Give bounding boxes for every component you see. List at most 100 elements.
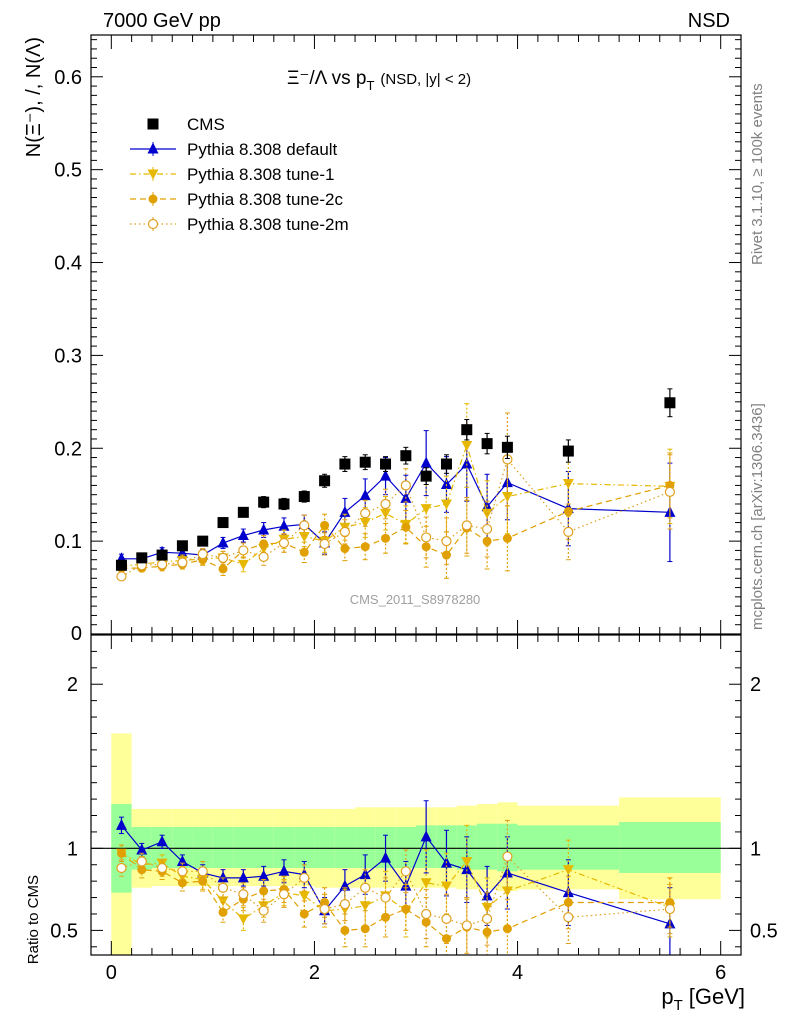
legend-label-3: Pythia 8.308 tune-2c [187, 190, 343, 209]
ratio-series-0-point [380, 851, 392, 863]
ratio-series-3-point [421, 908, 432, 920]
top-series-0-point [339, 458, 351, 470]
top-series-4-point [664, 486, 676, 498]
ratio-series-1-point [420, 878, 432, 889]
top-series-3-point [381, 533, 391, 543]
y-tick-label: 0.3 [54, 345, 82, 367]
y-tick-label: 0.1 [54, 531, 82, 553]
ratio-series-1-point [217, 896, 229, 907]
top-series-4-point [258, 551, 269, 563]
ratio-series-3-point [380, 892, 391, 903]
top-series-3-point [563, 506, 573, 516]
ratio-band-inner [314, 827, 335, 869]
ratio-series-3-point [360, 882, 371, 893]
legend-entry-3: Pythia 8.308 tune-2c [130, 190, 343, 209]
top-series-4-point [380, 498, 391, 510]
plot-title-main: Ξ⁻/Λ vs p [287, 68, 366, 89]
ratio-series-3-point [481, 913, 493, 924]
ratio-y-tick-label-right: 2 [750, 674, 761, 696]
ratio-series-0-point [115, 818, 127, 830]
ratio-band-inner [355, 827, 376, 869]
ratio-band-inner [233, 827, 254, 869]
top-series-4-point [217, 552, 229, 563]
ratio-series-2-point [563, 897, 573, 907]
top-series-4-point [156, 559, 168, 570]
top-series-3-point [482, 536, 492, 546]
ratio-series-0-point [176, 854, 188, 866]
y-tick-label: 0.5 [54, 160, 82, 182]
top-series-2-point [461, 440, 473, 451]
ratio-band-inner [619, 822, 721, 873]
analysis-watermark: CMS_2011_S8978280 [350, 592, 481, 607]
bottom-panel-frame [90, 634, 742, 956]
ratio-series-3-point [319, 903, 330, 915]
ratio-series-0-point [237, 871, 249, 883]
top-series-0-point [156, 549, 168, 561]
ratio-series-1-point [440, 881, 452, 892]
top-series-2-point [298, 531, 310, 542]
ratio-series-3-point [400, 866, 411, 877]
top-series-3-point [360, 542, 370, 552]
top-series-4-point [400, 480, 411, 491]
ratio-series-1-point [237, 914, 249, 925]
top-series-4-point [339, 526, 351, 537]
ratio-series-1-point [298, 891, 310, 902]
top-series-0-point [359, 456, 371, 468]
ratio-series-0-point [217, 871, 229, 883]
top-series-0-point [278, 498, 290, 510]
ratio-series-3-point [258, 905, 269, 916]
top-series-0-point [115, 559, 127, 571]
ratio-series-0-point [461, 863, 473, 875]
ratio-y-tick-label-left: 1 [67, 838, 78, 860]
legend-entry-2: Pythia 8.308 tune-1 [130, 165, 334, 184]
ratio-series-3-point [502, 851, 513, 862]
ratio-series-2-point [482, 927, 492, 937]
legend-entry-4: Pythia 8.308 tune-2m [130, 215, 349, 234]
top-series-0-point [461, 424, 473, 436]
header-right: NSD [688, 10, 730, 32]
legend-label-0: CMS [187, 115, 225, 134]
x-axis-label-unit: [GeV] [689, 984, 745, 1009]
ratio-series-2-point [360, 924, 370, 934]
top-series-4-point [441, 536, 452, 547]
top-series-3-point [401, 522, 411, 532]
ratio-series-3-point [116, 862, 127, 874]
legend-label-1: Pythia 8.308 default [187, 140, 338, 159]
top-series-0-point [136, 552, 148, 564]
ratio-band-inner [172, 827, 193, 869]
top-series-0-point [664, 397, 676, 409]
top-series-0-point [501, 441, 513, 453]
ratio-series-2-line [121, 852, 670, 940]
ratio-series-3-point [217, 882, 229, 893]
y-tick-label: 0.2 [54, 438, 82, 460]
ratio-series-2-point [177, 878, 187, 888]
ratio-series-3-point [563, 912, 574, 923]
top-series-0-point [420, 470, 432, 482]
ratio-band-inner [212, 827, 234, 869]
ratio-series-3-point [156, 862, 168, 874]
ratio-series-0-point [278, 864, 290, 876]
top-series-1-point [176, 546, 188, 558]
ratio-series-0-point [136, 843, 148, 855]
ratio-series-3-point [238, 889, 249, 900]
ratio-band-inner [294, 827, 315, 869]
top-series-0-point [319, 475, 331, 487]
x-tick-label: 0 [106, 962, 117, 984]
top-series-4-point [360, 508, 371, 519]
ratio-series-0-point [156, 835, 168, 847]
top-series-3-line [121, 484, 671, 570]
legend-marker-2 [147, 169, 159, 180]
top-series-4-point [461, 520, 472, 531]
plot-title-tail: (NSD, |y| < 2) [380, 71, 471, 88]
ratio-series-3 [116, 819, 676, 954]
top-series-2-point [237, 559, 249, 570]
top-series-4-point [197, 549, 208, 560]
top-series-0-point [258, 496, 270, 508]
top-series-4-point [116, 571, 127, 582]
plot-title: Ξ⁻/Λ vs pT (NSD, |y| < 2) [287, 68, 471, 93]
ratio-series-0-point [359, 868, 371, 880]
ratio-series-0-line [121, 825, 671, 925]
top-series-1-point [420, 456, 432, 468]
top-series-2-point [420, 504, 432, 515]
